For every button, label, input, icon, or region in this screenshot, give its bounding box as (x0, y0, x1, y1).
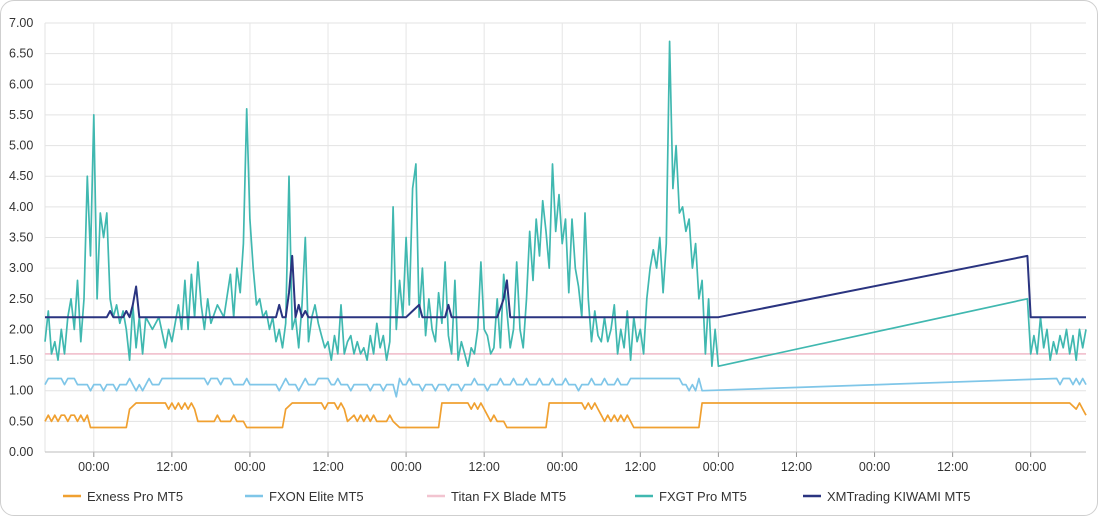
x-tick-label: 12:00 (937, 460, 968, 474)
legend-label: FXON Elite MT5 (269, 489, 364, 504)
x-tick-label: 00:00 (390, 460, 421, 474)
y-axis: 0.00 0.50 1.00 1.50 2.00 2.50 3.00 3.50 4.00 4.50… (9, 16, 46, 459)
x-tick-label: 00:00 (703, 460, 734, 474)
y-tick-label: 1.50 (9, 353, 33, 367)
legend-item-exness-pro-mt5[interactable]: Exness Pro MT5 (63, 489, 183, 504)
legend-label: Titan FX Blade MT5 (451, 489, 566, 504)
x-tick-label: 12:00 (625, 460, 656, 474)
legend-item-fxon-elite-mt5[interactable]: FXON Elite MT5 (245, 489, 364, 504)
y-tick-label: 6.00 (9, 77, 33, 91)
y-tick-label: 4.50 (9, 169, 33, 183)
x-tick-label: 00:00 (547, 460, 578, 474)
series-line-fxgt-pro-mt5 (44, 40, 1087, 368)
x-tick-label: 12:00 (156, 460, 187, 474)
legend-label: FXGT Pro MT5 (659, 489, 747, 504)
y-tick-label: 0.50 (9, 414, 33, 428)
x-tick-label: 00:00 (234, 460, 265, 474)
y-tick-label: 2.00 (9, 322, 33, 336)
series-line-xmtrading-kiwami-mt5 (45, 254, 1086, 319)
x-tick-label: 00:00 (859, 460, 890, 474)
y-tick-label: 5.00 (9, 139, 33, 153)
legend-item-titan-fx-blade-mt5[interactable]: Titan FX Blade MT5 (427, 489, 566, 504)
x-tick-label: 12:00 (469, 460, 500, 474)
y-tick-label: 2.50 (9, 292, 33, 306)
legend-item-xmtrading-kiwami-mt5[interactable]: XMTrading KIWAMI MT5 (803, 489, 971, 504)
y-tick-label: 6.50 (9, 47, 33, 61)
y-tick-label: 3.00 (9, 261, 33, 275)
y-tick-label: 1.00 (9, 384, 33, 398)
x-axis: 00:00 12:00 00:00 12:00 00:00 12:00 00:00 12:00… (45, 451, 1086, 474)
x-tick-label: 00:00 (78, 460, 109, 474)
y-tick-label: 0.00 (9, 445, 33, 459)
grid-lines (45, 22, 1086, 453)
x-tick-label: 00:00 (1015, 460, 1046, 474)
y-tick-label: 4.00 (9, 200, 33, 214)
series-line-exness-pro-mt5 (44, 402, 1087, 429)
series-lines (44, 40, 1087, 429)
legend-item-fxgt-pro-mt5[interactable]: FXGT Pro MT5 (635, 489, 747, 504)
legend-label: Exness Pro MT5 (87, 489, 183, 504)
x-tick-label: 12:00 (312, 460, 343, 474)
series-line-fxon-elite-mt5 (44, 377, 1087, 398)
legend: Exness Pro MT5 FXON Elite MT5 Titan FX Bla… (63, 489, 971, 504)
legend-label: XMTrading KIWAMI MT5 (827, 489, 971, 504)
y-tick-label: 7.00 (9, 16, 33, 30)
y-tick-label: 5.50 (9, 108, 33, 122)
y-tick-label: 3.50 (9, 231, 33, 245)
x-tick-label: 12:00 (781, 460, 812, 474)
